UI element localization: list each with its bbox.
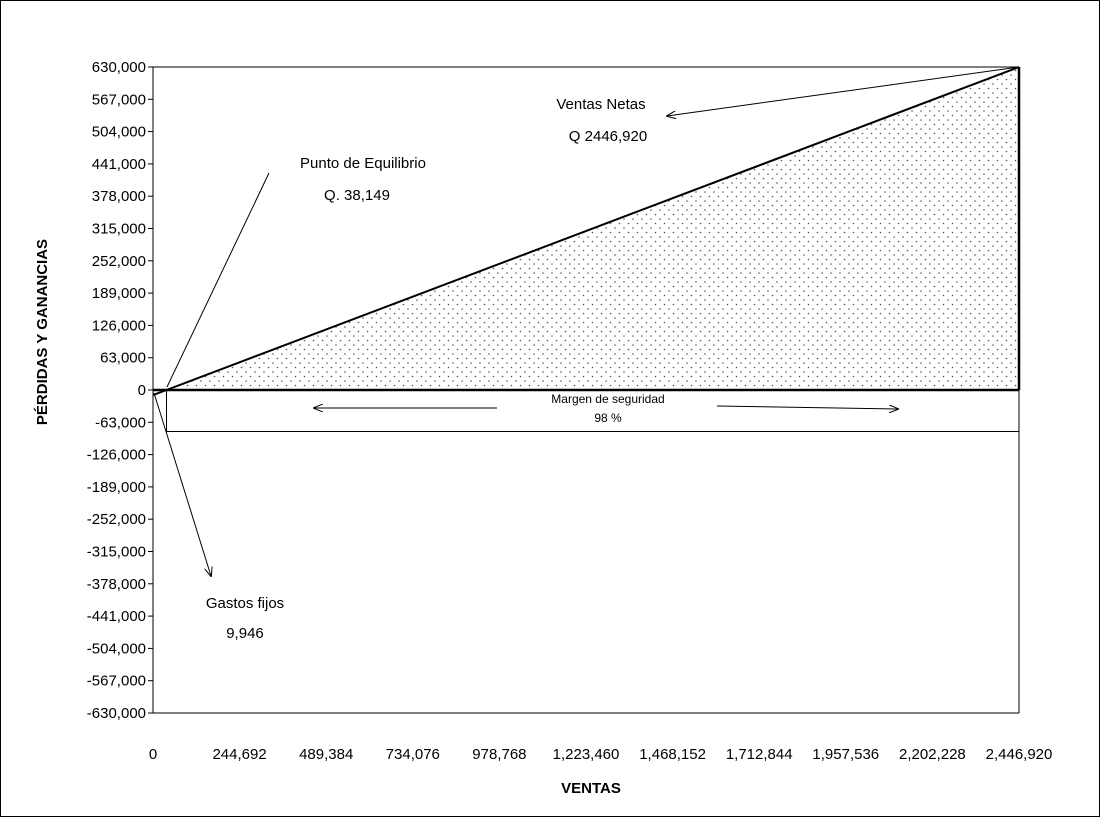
y-axis-title: PÉRDIDAS Y GANANCIAS xyxy=(34,239,51,425)
x-axis-ticks: 0 244,692 489,384 734,076 978,768 1,223,460 1,… xyxy=(149,746,1053,763)
ventas-netas-value: Q 2446,920 xyxy=(569,128,647,145)
y-tick-label: 0 xyxy=(138,382,146,399)
y-tick-label: 189,000 xyxy=(92,285,146,302)
x-tick-label: 1,468,152 xyxy=(639,746,706,763)
y-tick-label: -189,000 xyxy=(87,479,146,496)
x-tick-label: 2,202,228 xyxy=(899,746,966,763)
y-tick-label: -63,000 xyxy=(95,414,146,431)
x-tick-label: 978,768 xyxy=(472,746,526,763)
y-tick-label: 252,000 xyxy=(92,253,146,270)
x-tick-label: 0 xyxy=(149,746,157,763)
punto-equilibrio-label: Punto de Equilibrio xyxy=(300,155,426,172)
margen-arrow-right xyxy=(716,406,898,409)
x-tick-label: 1,712,844 xyxy=(726,746,793,763)
gastos-fijos-label: Gastos fijos xyxy=(206,595,284,612)
x-tick-label: 1,957,536 xyxy=(812,746,879,763)
y-tick-label: -378,000 xyxy=(87,576,146,593)
y-tick-label: -315,000 xyxy=(87,544,146,561)
y-axis-ticks: 630,000 567,000 504,000 441,000 378,000 315,0… xyxy=(87,59,153,722)
gastos-fijos-value: 9,946 xyxy=(226,625,264,642)
ventas-netas-arrow xyxy=(667,66,1020,116)
y-tick-label: -504,000 xyxy=(87,640,146,657)
y-tick-label: -252,000 xyxy=(87,511,146,528)
y-tick-label: 567,000 xyxy=(92,91,146,108)
y-tick-label: -630,000 xyxy=(87,705,146,722)
ventas-netas-label: Ventas Netas xyxy=(556,96,645,113)
y-tick-label: 378,000 xyxy=(92,188,146,205)
x-tick-label: 489,384 xyxy=(299,746,353,763)
y-tick-label: 63,000 xyxy=(100,350,146,367)
x-axis-title: VENTAS xyxy=(561,780,621,797)
y-tick-label: 315,000 xyxy=(92,221,146,238)
y-tick-label: -126,000 xyxy=(87,447,146,464)
x-tick-label: 2,446,920 xyxy=(986,746,1053,763)
y-tick-label: 441,000 xyxy=(92,156,146,173)
punto-equilibrio-value: Q. 38,149 xyxy=(324,187,390,204)
x-tick-label: 244,692 xyxy=(212,746,266,763)
y-tick-label: 126,000 xyxy=(92,317,146,334)
gastos-fijos-arrow xyxy=(153,392,211,576)
plot-area xyxy=(152,66,1021,714)
margen-seguridad-label: Margen de seguridad xyxy=(551,392,664,406)
punto-equilibrio-leader xyxy=(166,172,270,388)
y-tick-label: 504,000 xyxy=(92,124,146,141)
x-tick-label: 1,223,460 xyxy=(553,746,620,763)
y-tick-label: -567,000 xyxy=(87,673,146,690)
y-tick-label: 630,000 xyxy=(92,59,146,76)
margen-seguridad-value: 98 % xyxy=(594,411,622,425)
y-tick-label: -441,000 xyxy=(87,608,146,625)
x-tick-label: 734,076 xyxy=(386,746,440,763)
